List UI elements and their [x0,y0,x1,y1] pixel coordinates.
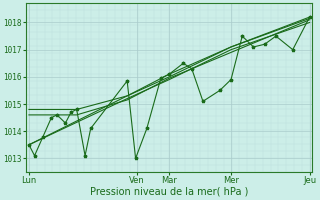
X-axis label: Pression niveau de la mer( hPa ): Pression niveau de la mer( hPa ) [90,187,248,197]
